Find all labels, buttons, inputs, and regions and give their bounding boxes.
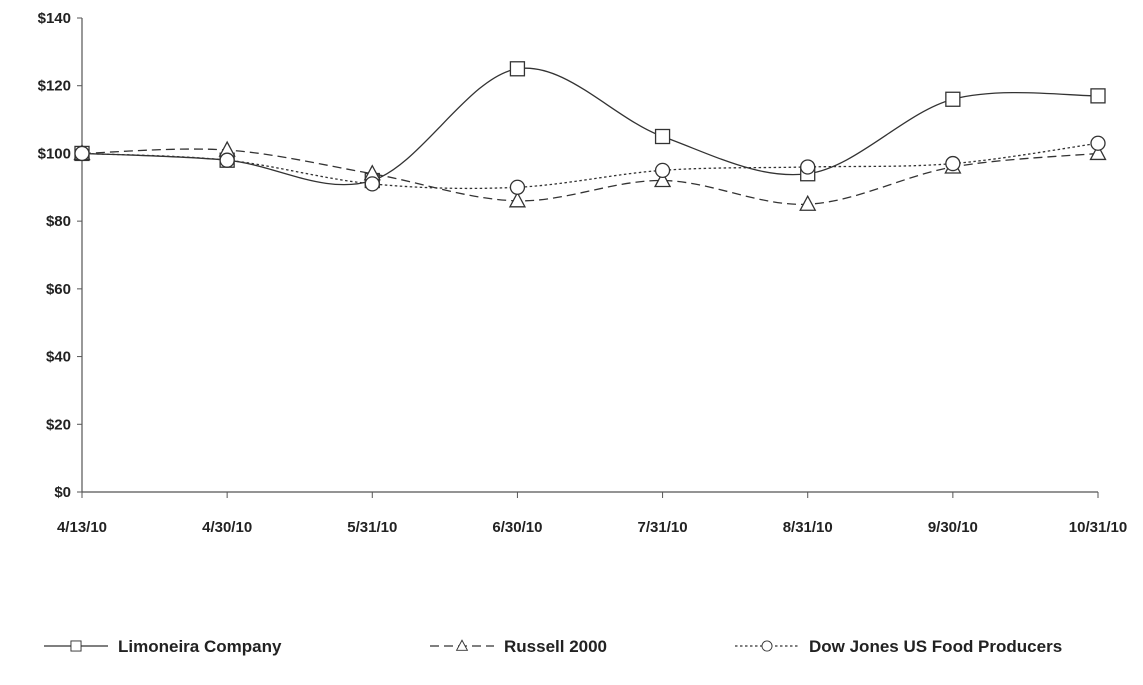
- series-circle: [74, 135, 1106, 195]
- legend: Limoneira Company Russell 2000 Dow Jones U…: [44, 637, 1062, 656]
- data-point: [509, 179, 526, 195]
- y-tick-label: $20: [46, 416, 71, 433]
- y-tick-label: $100: [38, 145, 71, 162]
- legend-item: Russell 2000: [430, 637, 607, 656]
- legend-marker: [70, 640, 82, 652]
- x-tick-label: 4/13/10: [57, 519, 107, 536]
- series-triangle: [73, 140, 1107, 211]
- data-point: [508, 191, 527, 208]
- x-tick-label: 9/30/10: [928, 519, 978, 536]
- legend-label: Limoneira Company: [118, 637, 282, 656]
- y-tick-label: $80: [46, 213, 71, 230]
- axes: $0 $20 $40 $60 $80 $100 $120 $140 4/13/10 4/30/10…: [38, 10, 1128, 536]
- series-layer: [73, 61, 1107, 211]
- y-tick-label: $60: [46, 281, 71, 298]
- x-tick-label: 4/30/10: [202, 519, 252, 536]
- data-point: [945, 91, 961, 107]
- legend-item: Dow Jones US Food Producers: [735, 637, 1062, 656]
- data-point: [1089, 144, 1107, 161]
- data-point: [654, 128, 671, 145]
- y-tick-label: $120: [38, 78, 71, 95]
- legend-marker: [455, 639, 469, 651]
- y-tick-label: $140: [38, 10, 71, 27]
- series-line: [81, 67, 1099, 186]
- legend-label: Dow Jones US Food Producers: [809, 637, 1062, 656]
- data-point: [653, 171, 672, 188]
- x-tick-label: 6/30/10: [492, 519, 542, 536]
- data-point: [364, 176, 380, 192]
- data-point: [509, 61, 526, 77]
- data-point: [1090, 88, 1106, 104]
- x-tick-label: 8/31/10: [783, 519, 833, 536]
- series-line: [81, 148, 1099, 205]
- data-point: [800, 159, 816, 175]
- x-tick-label: 5/31/10: [347, 519, 397, 536]
- data-point: [1090, 135, 1106, 151]
- data-point: [799, 194, 817, 211]
- x-tick-label: 10/31/10: [1069, 519, 1127, 536]
- legend-item: Limoneira Company: [44, 637, 282, 656]
- data-point: [219, 152, 235, 168]
- data-point: [654, 162, 671, 179]
- data-point: [945, 155, 961, 172]
- data-point: [74, 145, 90, 162]
- series-line: [81, 142, 1099, 190]
- y-tick-label: $40: [46, 349, 71, 366]
- legend-label: Russell 2000: [504, 637, 607, 656]
- legend-marker: [761, 640, 773, 652]
- x-tick-label: 7/31/10: [638, 519, 688, 536]
- y-tick-label: $0: [54, 484, 71, 501]
